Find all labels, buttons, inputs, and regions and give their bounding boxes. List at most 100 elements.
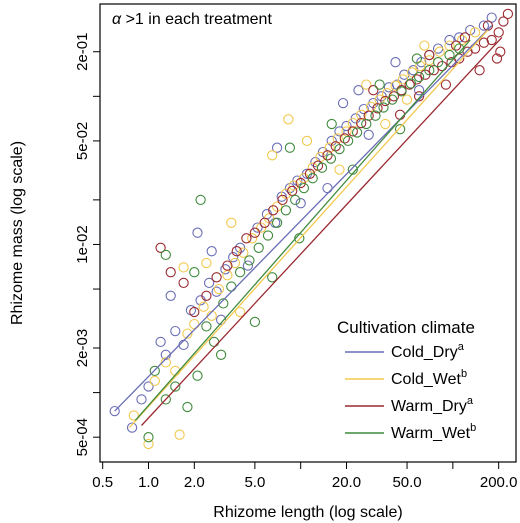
point-warm-dry [413,91,425,102]
point-cold-wet [307,162,318,173]
point-cold-wet [143,438,154,450]
x-tick-label: 20.0 [332,474,361,491]
point-warm-dry [231,246,242,257]
y-axis: 5e-04 2e-03 1e-02 5e-02 2e-01 [74,33,100,456]
point-cold-dry [363,129,374,140]
y-tick-label: 5e-04 [74,418,91,456]
point-cold-wet [361,79,372,90]
point-warm-wet [411,53,423,64]
point-warm-wet [143,432,154,443]
x-tick-label: 200.0 [480,474,518,491]
point-warm-dry [368,85,379,96]
point-cold-wet [380,118,391,130]
y-tick-label: 2e-01 [74,33,91,71]
point-cold-dry [155,336,166,348]
point-cold-dry [215,314,227,325]
points-layer [109,8,514,450]
point-warm-dry [249,227,261,238]
point-cold-wet [356,109,367,120]
point-warm-wet [374,79,385,90]
point-warm-dry [404,79,415,90]
point-warm-dry [491,53,503,64]
point-warm-wet [215,349,227,360]
legend: Cultivation climate Cold_Drya Cold_Wetb Wa… [337,318,476,442]
point-warm-dry [428,65,439,76]
point-warm-wet [326,118,337,130]
point-cold-dry [326,135,337,147]
point-cold-wet [301,135,313,147]
legend-label-warm-wet: Warm_Wetb [391,422,476,442]
fit-line-warm-wet [134,39,471,421]
point-warm-wet [424,65,435,76]
point-cold-dry [465,24,476,36]
point-warm-dry [459,32,471,43]
point-warm-wet [249,316,261,328]
point-warm-wet [387,94,398,105]
point-warm-wet [307,173,318,184]
plot-frame [99,3,517,463]
point-cold-dry [390,57,401,68]
point-cold-dry [341,120,352,132]
x-tick-label: 2.0 [184,474,205,491]
point-warm-wet [432,57,444,68]
point-warm-dry [495,46,506,57]
point-warm-wet [201,321,212,332]
point-cold-wet [182,328,193,339]
point-warm-wet [280,205,292,216]
point-warm-dry [322,150,333,161]
point-warm-wet [208,336,220,348]
fit-line-warm-dry [141,36,503,426]
point-warm-wet [394,124,406,135]
point-warm-dry [498,16,509,27]
point-warm-wet [298,182,310,194]
point-cold-dry [178,339,189,351]
point-cold-wet [341,126,352,137]
point-warm-wet [160,394,171,405]
legend-label-cold-wet: Cold_Wetb [391,368,467,388]
point-warm-wet [189,267,200,278]
point-cold-dry [143,381,154,392]
point-cold-wet [332,133,343,144]
fit-lines-layer [114,25,503,429]
point-cold-wet [456,34,468,46]
point-warm-wet [325,153,337,164]
point-cold-wet [434,46,445,57]
point-cold-wet [247,233,258,244]
point-cold-wet [324,142,335,153]
point-cold-wet [334,164,345,175]
point-warm-dry [241,233,252,244]
point-warm-wet [226,281,237,292]
point-warm-dry [493,27,504,38]
x-tick-label: 50.0 [392,474,421,491]
point-warm-dry [178,277,189,289]
legend-title: Cultivation climate [337,318,475,337]
point-warm-wet [444,49,455,61]
point-cold-wet [347,117,358,129]
point-warm-dry [474,65,485,76]
point-warm-wet [396,86,407,97]
point-warm-wet [170,381,181,392]
point-cold-dry [170,325,181,337]
point-cold-wet [174,429,185,440]
point-warm-dry [380,95,391,107]
point-cold-wet [213,283,225,295]
point-warm-wet [361,118,372,130]
point-cold-dry [126,422,138,433]
x-tick-label: 1.0 [138,474,159,491]
point-warm-dry [502,8,514,20]
point-warm-wet [351,127,363,138]
point-warm-dry [486,34,497,46]
point-warm-dry [347,126,358,137]
point-warm-wet [182,401,193,413]
point-cold-dry [109,405,120,417]
point-cold-dry [413,85,425,96]
point-warm-wet [267,272,278,283]
point-cold-dry [192,227,203,238]
point-cold-dry [353,85,364,96]
chart-annotation: α >1 in each treatment [112,11,272,28]
legend-label-cold-dry: Cold_Drya [391,341,465,361]
point-cold-wet [160,357,171,368]
point-cold-wet [381,88,393,99]
point-cold-dry [136,394,147,405]
point-cold-wet [226,217,237,228]
